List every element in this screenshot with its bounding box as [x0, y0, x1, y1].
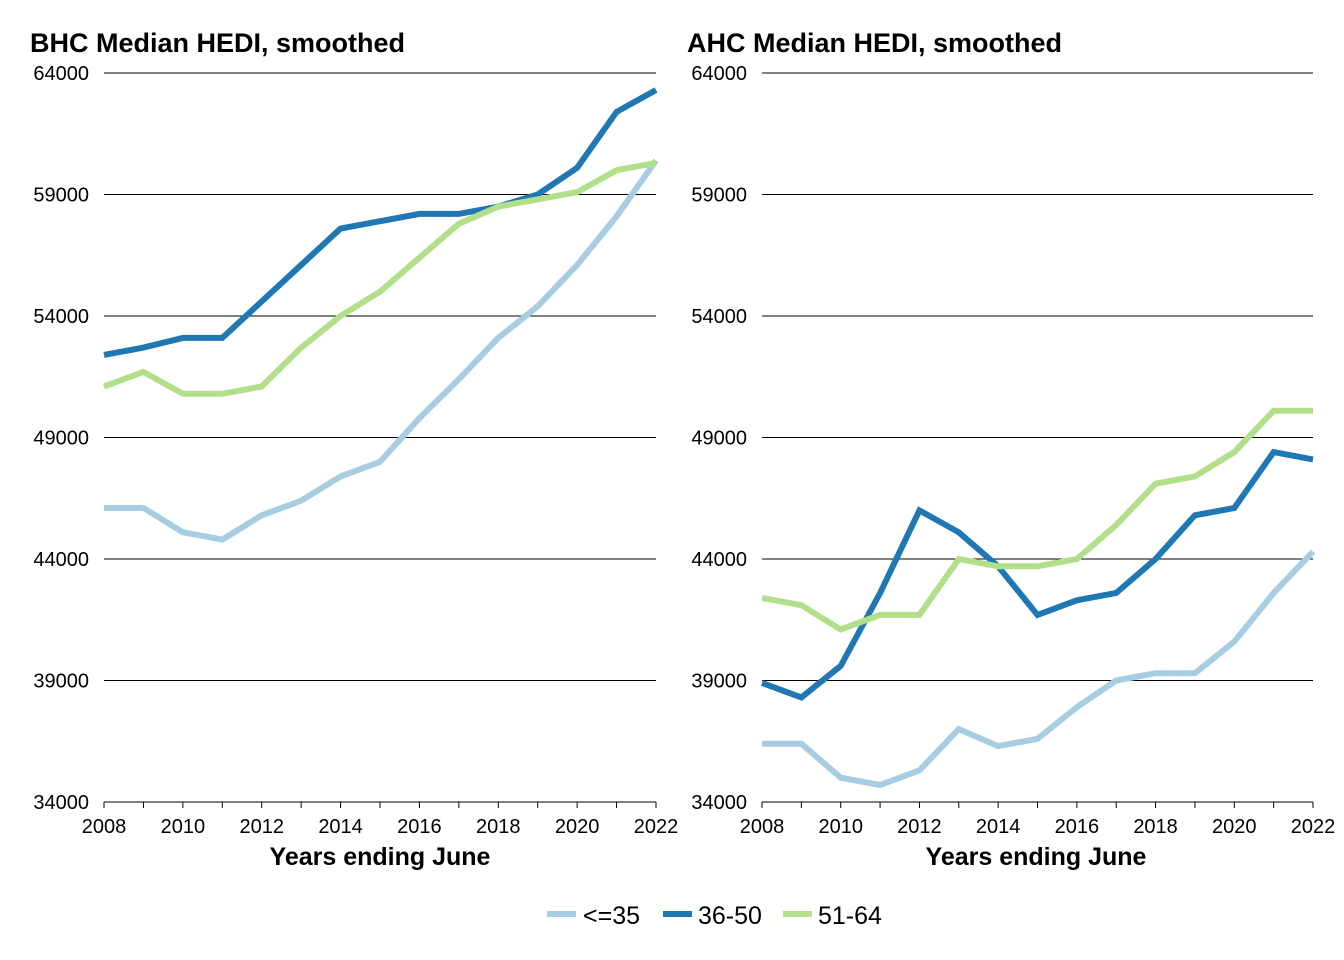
ahc-y-tick-label: 59000 [691, 185, 747, 207]
ahc-x-tick-label: 2010 [818, 816, 863, 838]
bhc-series-line-51-64 [102, 159, 657, 397]
bhc-x-tick-label: 2020 [555, 816, 600, 838]
bhc-y-tick-label: 54000 [33, 306, 89, 328]
ahc-series-line-36-50 [760, 448, 1314, 701]
ahc-x-tick-label: 2012 [897, 816, 942, 838]
bhc-y-tick-label: 39000 [33, 671, 89, 693]
bhc-panel: BHC Median HEDI, smoothed Years ending J… [30, 28, 678, 871]
bhc-y-tick-label: 44000 [33, 549, 89, 571]
ahc-y-tick-label: 54000 [691, 306, 747, 328]
bhc-series-line-36-50 [103, 87, 658, 358]
ahc-panel: AHC Median HEDI, smoothed Years ending J… [687, 28, 1335, 871]
legend-label-le35: <=35 [583, 902, 640, 930]
bhc-x-tick-label: 2014 [318, 816, 363, 838]
legend-label-36-50: 36-50 [698, 902, 762, 930]
bhc-x-tick-label: 2012 [239, 816, 284, 838]
ahc-y-tick-label: 49000 [691, 428, 747, 450]
bhc-x-tick-label: 2022 [634, 816, 679, 838]
bhc-y-tick-label: 64000 [33, 63, 89, 85]
ahc-series-line-le35 [762, 549, 1316, 789]
ahc-x-axis-title: Years ending June [926, 843, 1147, 871]
ahc-series-line-51-64 [761, 407, 1313, 633]
ahc-x-tick-label: 2020 [1212, 816, 1257, 838]
ahc-x-ticks [761, 802, 1314, 808]
bhc-x-tick-label: 2016 [397, 816, 442, 838]
ahc-y-tick-label: 64000 [691, 63, 747, 85]
ahc-x-tick-label: 2014 [976, 816, 1021, 838]
bhc-x-tick-label: 2010 [161, 816, 206, 838]
ahc-x-tick-label: 2018 [1133, 816, 1178, 838]
bhc-y-tick-label: 59000 [33, 185, 89, 207]
bhc-y-tick-label: 49000 [33, 428, 89, 450]
bhc-x-tick-label: 2008 [82, 816, 127, 838]
bhc-x-axis-title: Years ending June [270, 843, 491, 871]
ahc-gridlines [762, 72, 1313, 803]
ahc-panel-title: AHC Median HEDI, smoothed [687, 28, 1062, 58]
bhc-series-line-le35 [104, 158, 659, 543]
bhc-x-ticks [103, 802, 657, 808]
bhc-gridlines [104, 72, 656, 803]
ahc-x-tick-label: 2008 [740, 816, 785, 838]
ahc-y-tick-label: 44000 [691, 549, 747, 571]
ahc-y-tick-label: 39000 [691, 671, 747, 693]
ahc-x-tick-label: 2022 [1291, 816, 1336, 838]
ahc-x-tick-label: 2016 [1055, 816, 1100, 838]
legend: <=35 36-50 51-64 [547, 902, 882, 930]
bhc-y-tick-label: 34000 [33, 792, 89, 814]
legend-label-51-64: 51-64 [818, 902, 882, 930]
bhc-x-tick-label: 2018 [476, 816, 521, 838]
ahc-y-tick-label: 34000 [691, 792, 747, 814]
bhc-panel-title: BHC Median HEDI, smoothed [30, 28, 405, 58]
